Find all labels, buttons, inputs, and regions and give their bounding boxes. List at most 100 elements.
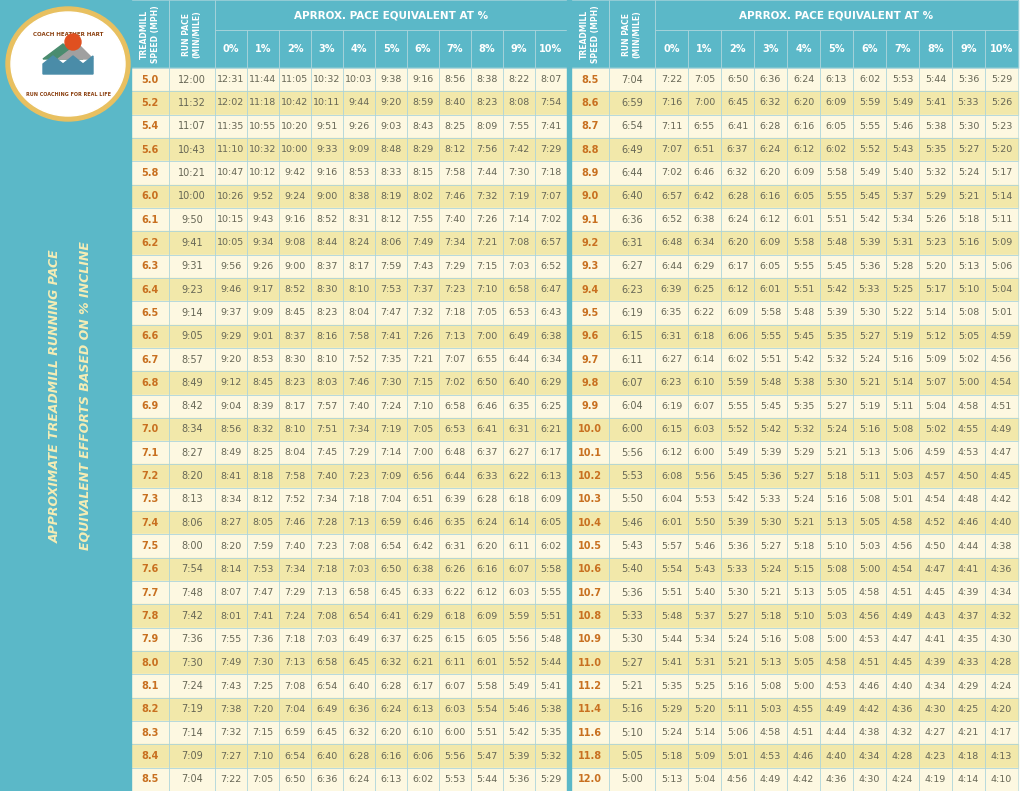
- Text: 5:21: 5:21: [622, 681, 643, 691]
- Bar: [375, 511, 407, 535]
- Text: 7:34: 7:34: [316, 495, 338, 504]
- Text: 6:41: 6:41: [476, 425, 498, 434]
- Bar: [439, 628, 471, 651]
- Text: 10:00: 10:00: [282, 145, 308, 154]
- Bar: [169, 628, 215, 651]
- Bar: [754, 91, 787, 115]
- Bar: [279, 768, 311, 791]
- Bar: [985, 231, 1018, 255]
- Bar: [952, 558, 985, 581]
- Bar: [853, 558, 886, 581]
- Bar: [886, 744, 919, 768]
- Text: 5:02: 5:02: [957, 355, 979, 364]
- Bar: [919, 628, 952, 651]
- Bar: [754, 441, 787, 464]
- Bar: [609, 558, 655, 581]
- Text: 11:07: 11:07: [178, 121, 206, 131]
- Text: 5:35: 5:35: [793, 402, 814, 411]
- Bar: [439, 441, 471, 464]
- Text: APRROX. PACE EQUIVALENT AT %: APRROX. PACE EQUIVALENT AT %: [739, 10, 934, 20]
- Bar: [985, 604, 1018, 628]
- Text: 6:58: 6:58: [508, 285, 529, 294]
- Text: 6:19: 6:19: [622, 308, 643, 318]
- Text: 8:05: 8:05: [252, 518, 273, 528]
- Text: 6%: 6%: [415, 44, 431, 54]
- Text: 2%: 2%: [729, 44, 745, 54]
- Bar: [247, 324, 279, 348]
- Text: 7:10: 7:10: [252, 751, 273, 760]
- Bar: [754, 324, 787, 348]
- Bar: [688, 231, 721, 255]
- Bar: [131, 535, 169, 558]
- Text: 1%: 1%: [696, 44, 713, 54]
- Text: 5.2: 5.2: [141, 98, 159, 108]
- Bar: [503, 301, 535, 324]
- Text: 8:27: 8:27: [220, 518, 242, 528]
- Text: 5:56: 5:56: [694, 471, 715, 481]
- Text: 6:59: 6:59: [380, 518, 401, 528]
- Bar: [655, 581, 688, 604]
- Text: 7.7: 7.7: [141, 588, 159, 598]
- Bar: [169, 348, 215, 371]
- Bar: [853, 558, 886, 581]
- Bar: [503, 324, 535, 348]
- Bar: [215, 418, 247, 441]
- Text: 7.1: 7.1: [141, 448, 159, 458]
- Bar: [820, 418, 853, 441]
- Bar: [787, 115, 820, 138]
- Bar: [471, 301, 503, 324]
- Text: 9:09: 9:09: [252, 308, 273, 317]
- Bar: [919, 348, 952, 371]
- Bar: [535, 675, 567, 698]
- Bar: [985, 441, 1018, 464]
- Text: 7:02: 7:02: [541, 215, 561, 224]
- Bar: [535, 768, 567, 791]
- Bar: [215, 464, 247, 488]
- Bar: [820, 231, 853, 255]
- Bar: [215, 115, 247, 138]
- Bar: [655, 324, 688, 348]
- Text: 8:25: 8:25: [444, 122, 466, 131]
- Bar: [279, 184, 311, 208]
- Bar: [503, 161, 535, 184]
- Text: 5:05: 5:05: [793, 658, 814, 668]
- Bar: [343, 418, 375, 441]
- Bar: [886, 464, 919, 488]
- Bar: [609, 371, 655, 395]
- Bar: [721, 184, 754, 208]
- Bar: [471, 68, 503, 91]
- Bar: [343, 91, 375, 115]
- Text: 6:38: 6:38: [541, 331, 562, 341]
- Bar: [471, 115, 503, 138]
- Text: 8.4: 8.4: [141, 751, 159, 761]
- Text: 6:24: 6:24: [793, 75, 814, 84]
- Bar: [131, 161, 169, 184]
- Text: 5:43: 5:43: [622, 541, 643, 551]
- Bar: [820, 138, 853, 161]
- Bar: [407, 371, 439, 395]
- Bar: [985, 208, 1018, 231]
- Bar: [169, 581, 215, 604]
- Bar: [655, 488, 688, 511]
- Bar: [952, 488, 985, 511]
- Text: 6.7: 6.7: [141, 354, 159, 365]
- Bar: [754, 581, 787, 604]
- Bar: [571, 604, 609, 628]
- Bar: [169, 651, 215, 675]
- Bar: [721, 651, 754, 675]
- Bar: [609, 488, 655, 511]
- Bar: [169, 721, 215, 744]
- Bar: [754, 744, 787, 768]
- Bar: [471, 255, 503, 278]
- Bar: [571, 324, 609, 348]
- Bar: [952, 511, 985, 535]
- Text: 6:37: 6:37: [380, 635, 401, 644]
- Text: 10:32: 10:32: [313, 75, 341, 84]
- Bar: [535, 581, 567, 604]
- Bar: [886, 535, 919, 558]
- Bar: [820, 395, 853, 418]
- Text: 10.2: 10.2: [578, 471, 602, 481]
- Text: 6:12: 6:12: [727, 285, 749, 294]
- Bar: [311, 581, 343, 604]
- Bar: [471, 744, 503, 768]
